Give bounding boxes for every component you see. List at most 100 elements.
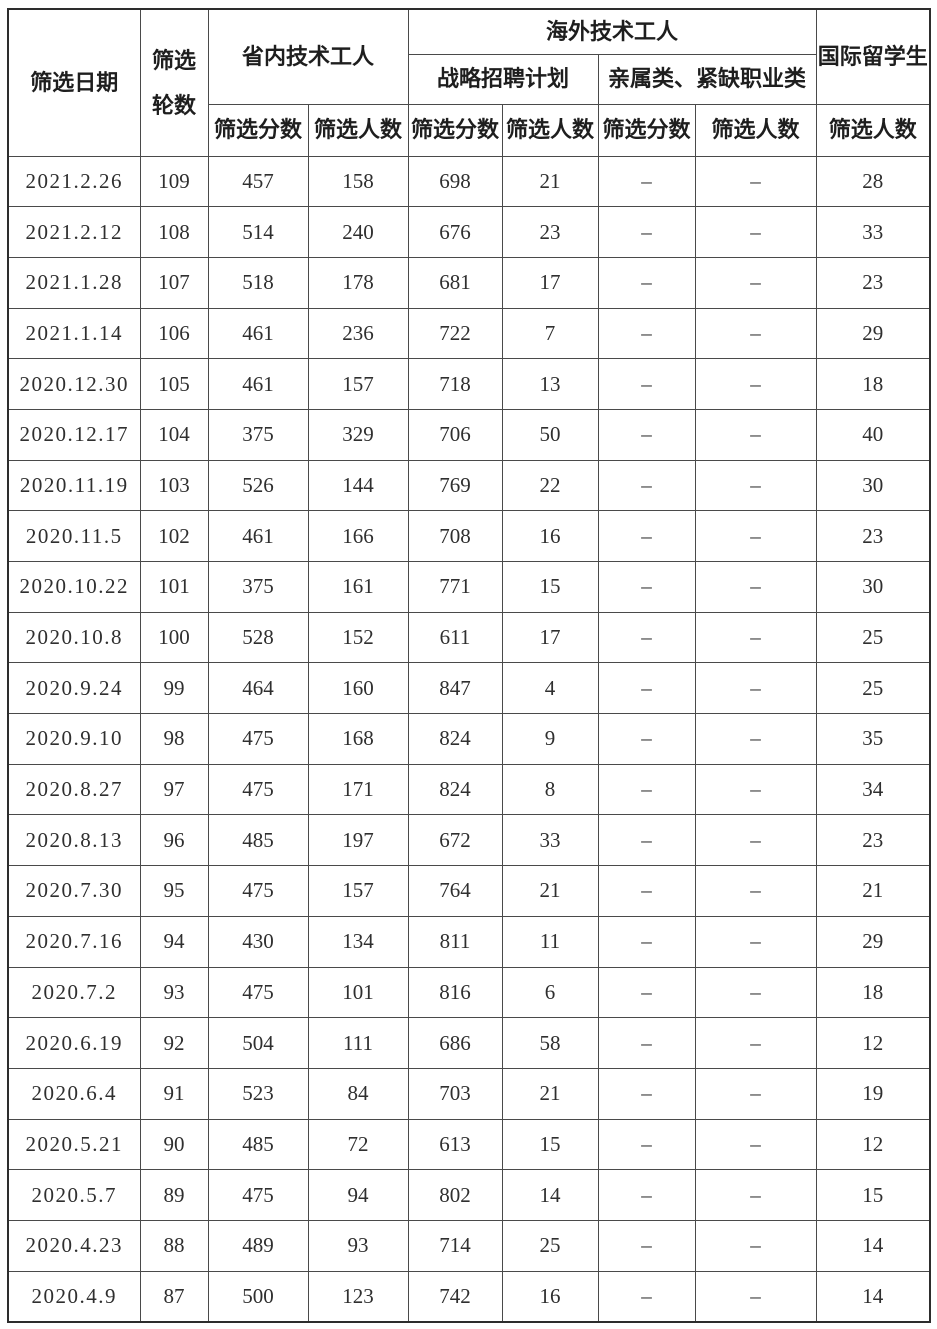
- intl-count-cell: 30: [815, 459, 931, 512]
- province-score-cell: 475: [207, 865, 309, 917]
- strategic-count-cell: 13: [501, 358, 599, 410]
- strategic-score-cell: 764: [407, 865, 503, 917]
- table-row: 2020.9.10 98 475 168 824 9– –35: [7, 713, 931, 765]
- strategic-score-cell: 742: [407, 1270, 503, 1323]
- strategic-score-cell: 816: [407, 966, 503, 1019]
- intl-count-cell: 12: [815, 1118, 931, 1171]
- strategic-count-cell: 25: [501, 1219, 599, 1272]
- strategic-count-cell: 21: [501, 1067, 599, 1120]
- table-row: 2021.2.12 108 514 240 676 23– –33: [7, 206, 931, 258]
- strategic-count-cell: 16: [501, 1270, 599, 1323]
- family-score-cell: –: [597, 1219, 696, 1272]
- strategic-count-cell: 50: [501, 408, 599, 461]
- family-count-cell: –: [694, 1270, 817, 1323]
- strategic-score-cell: 676: [407, 206, 503, 258]
- intl-count-cell: 35: [815, 713, 931, 765]
- date-cell: 2020.6.19: [7, 1017, 141, 1069]
- family-score-cell: –: [597, 865, 696, 917]
- rounds-cell: 93: [139, 966, 209, 1019]
- province-score-cell: 475: [207, 1169, 309, 1221]
- header-strategic-score: 筛选分数: [407, 103, 503, 157]
- province-count-cell: 197: [307, 814, 409, 867]
- province-score-cell: 504: [207, 1017, 309, 1069]
- strategic-score-cell: 611: [407, 611, 503, 664]
- intl-count-cell: 25: [815, 662, 931, 715]
- selection-results-table: 筛选日期 筛选轮数 省内技术工人 海外技术工人 国际留学生 战略招聘计划 亲属类…: [7, 8, 932, 1323]
- strategic-count-cell: 15: [501, 561, 599, 613]
- family-count-cell: –: [694, 611, 817, 664]
- family-score-cell: –: [597, 307, 696, 360]
- date-cell: 2020.5.7: [7, 1169, 141, 1221]
- table-row: 2020.7.2 93 475 101 816 6– –18: [7, 966, 931, 1019]
- family-count-cell: –: [694, 1169, 817, 1221]
- date-cell: 2020.9.10: [7, 713, 141, 765]
- family-count-cell: –: [694, 1017, 817, 1069]
- intl-count-cell: 40: [815, 408, 931, 461]
- table-row: 2020.11.5 102 461 166 708 16– –23: [7, 510, 931, 562]
- date-cell: 2020.7.2: [7, 966, 141, 1019]
- province-count-cell: 101: [307, 966, 409, 1019]
- table-row: 2020.10.8 100 528 152 611 17– –25: [7, 611, 931, 664]
- intl-count-cell: 28: [815, 155, 931, 208]
- province-score-cell: 461: [207, 307, 309, 360]
- province-score-cell: 528: [207, 611, 309, 664]
- date-cell: 2021.2.12: [7, 206, 141, 258]
- province-count-cell: 168: [307, 713, 409, 765]
- rounds-cell: 109: [139, 155, 209, 208]
- table-row: 2020.6.4 91 523 84 703 21– –19: [7, 1067, 931, 1120]
- table-row: 2021.1.14 106 461 236 722 7– –29: [7, 307, 931, 360]
- family-count-cell: –: [694, 459, 817, 512]
- family-count-cell: –: [694, 662, 817, 715]
- family-score-cell: –: [597, 206, 696, 258]
- table-row: 2020.6.19 92 504 111 686 58– –12: [7, 1017, 931, 1069]
- strategic-score-cell: 703: [407, 1067, 503, 1120]
- province-count-cell: 158: [307, 155, 409, 208]
- date-cell: 2020.10.22: [7, 561, 141, 613]
- strategic-count-cell: 9: [501, 713, 599, 765]
- province-count-cell: 157: [307, 358, 409, 410]
- table-row: 2020.4.9 87 500 123 742 16– –14: [7, 1270, 931, 1323]
- family-count-cell: –: [694, 307, 817, 360]
- header-intl-count: 筛选人数: [815, 103, 931, 157]
- province-score-cell: 461: [207, 358, 309, 410]
- province-count-cell: 152: [307, 611, 409, 664]
- header-screening-rounds: 筛选轮数: [139, 8, 209, 157]
- intl-count-cell: 18: [815, 966, 931, 1019]
- family-score-cell: –: [597, 915, 696, 968]
- family-count-cell: –: [694, 561, 817, 613]
- family-count-cell: –: [694, 408, 817, 461]
- strategic-score-cell: 718: [407, 358, 503, 410]
- family-score-cell: –: [597, 510, 696, 562]
- family-score-cell: –: [597, 561, 696, 613]
- strategic-count-cell: 21: [501, 155, 599, 208]
- intl-count-cell: 33: [815, 206, 931, 258]
- family-count-cell: –: [694, 915, 817, 968]
- intl-count-cell: 34: [815, 763, 931, 816]
- strategic-count-cell: 22: [501, 459, 599, 512]
- family-count-cell: –: [694, 814, 817, 867]
- province-count-cell: 84: [307, 1067, 409, 1120]
- strategic-count-cell: 7: [501, 307, 599, 360]
- intl-count-cell: 18: [815, 358, 931, 410]
- strategic-score-cell: 706: [407, 408, 503, 461]
- province-count-cell: 329: [307, 408, 409, 461]
- rounds-cell: 105: [139, 358, 209, 410]
- strategic-count-cell: 21: [501, 865, 599, 917]
- province-score-cell: 464: [207, 662, 309, 715]
- province-score-cell: 475: [207, 713, 309, 765]
- family-score-cell: –: [597, 814, 696, 867]
- strategic-count-cell: 16: [501, 510, 599, 562]
- header-province-score: 筛选分数: [207, 103, 309, 157]
- table-row: 2020.11.19 103 526 144 769 22– –30: [7, 459, 931, 512]
- family-count-cell: –: [694, 206, 817, 258]
- family-count-cell: –: [694, 256, 817, 309]
- strategic-score-cell: 722: [407, 307, 503, 360]
- date-cell: 2020.8.13: [7, 814, 141, 867]
- strategic-score-cell: 686: [407, 1017, 503, 1069]
- family-score-cell: –: [597, 966, 696, 1019]
- family-count-cell: –: [694, 510, 817, 562]
- table-row: 2020.12.17 104 375 329 706 50– –40: [7, 408, 931, 461]
- rounds-cell: 107: [139, 256, 209, 309]
- strategic-count-cell: 8: [501, 763, 599, 816]
- strategic-count-cell: 58: [501, 1017, 599, 1069]
